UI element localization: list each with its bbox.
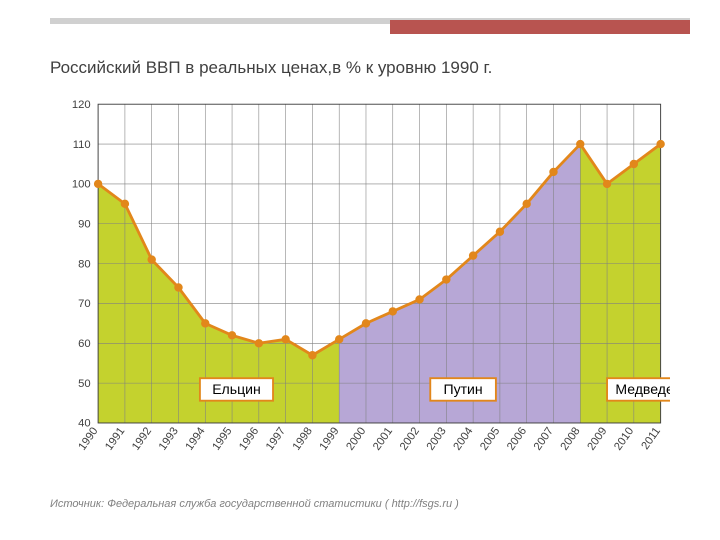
y-tick-label: 100 (72, 179, 91, 191)
x-tick-label: 2008 (559, 425, 583, 452)
data-point (496, 228, 504, 236)
x-tick-label: 2000 (344, 425, 368, 452)
chart-svg: ЕльцинПутинМедведев405060708090100110120… (70, 90, 670, 470)
x-tick-label: 2005 (478, 425, 502, 452)
data-point (94, 180, 102, 188)
data-point (121, 200, 128, 208)
chart-plot: ЕльцинПутинМедведев405060708090100110120… (70, 90, 670, 430)
data-point (577, 140, 585, 148)
chart-title: Российский ВВП в реальных ценах,в % к ур… (50, 58, 492, 78)
data-point (469, 252, 477, 260)
x-tick-label: 1998 (291, 425, 315, 452)
data-point (148, 256, 156, 264)
data-point (630, 160, 638, 168)
x-tick-label: 1999 (317, 425, 341, 452)
data-point (550, 168, 558, 176)
data-point (362, 320, 370, 328)
x-tick-label: 2003 (425, 425, 449, 452)
page: Российский ВВП в реальных ценах,в % к ур… (0, 0, 720, 540)
source-text: Источник: Федеральная служба государстве… (50, 498, 459, 510)
x-tick-label: 2007 (532, 425, 556, 452)
x-tick-label: 2006 (505, 425, 529, 452)
x-tick-label: 1997 (264, 425, 288, 452)
data-point (309, 351, 317, 359)
region-label: Ельцин (212, 381, 261, 397)
data-point (523, 200, 531, 208)
y-tick-label: 50 (78, 378, 91, 390)
region-label: Медведев (615, 381, 670, 397)
x-tick-label: 1993 (157, 425, 181, 452)
decor-bar-red (390, 20, 690, 34)
data-point (443, 276, 451, 284)
x-tick-label: 1994 (184, 425, 208, 452)
x-tick-label: 2010 (612, 425, 636, 452)
data-point (603, 180, 611, 188)
x-tick-label: 1991 (103, 425, 127, 452)
x-tick-label: 1992 (130, 425, 154, 452)
data-point (335, 336, 343, 344)
x-tick-label: 1996 (237, 425, 261, 452)
region-label: Путин (443, 381, 482, 397)
x-tick-label: 2002 (398, 425, 422, 452)
data-point (202, 320, 210, 328)
x-tick-label: 2011 (639, 425, 663, 452)
y-tick-label: 60 (78, 338, 91, 350)
data-point (389, 308, 397, 316)
y-tick-label: 70 (78, 298, 91, 310)
data-point (228, 332, 236, 340)
y-tick-label: 120 (72, 99, 91, 111)
x-tick-label: 2004 (451, 425, 475, 452)
y-tick-label: 90 (78, 219, 91, 231)
x-tick-label: 2009 (585, 425, 609, 452)
data-point (255, 340, 263, 348)
data-point (175, 284, 183, 292)
x-tick-label: 1995 (210, 425, 234, 452)
y-tick-label: 80 (78, 258, 91, 270)
x-tick-label: 2001 (371, 425, 395, 452)
y-tick-label: 110 (73, 139, 91, 151)
data-point (657, 140, 665, 148)
data-point (282, 336, 290, 344)
data-point (416, 296, 424, 304)
